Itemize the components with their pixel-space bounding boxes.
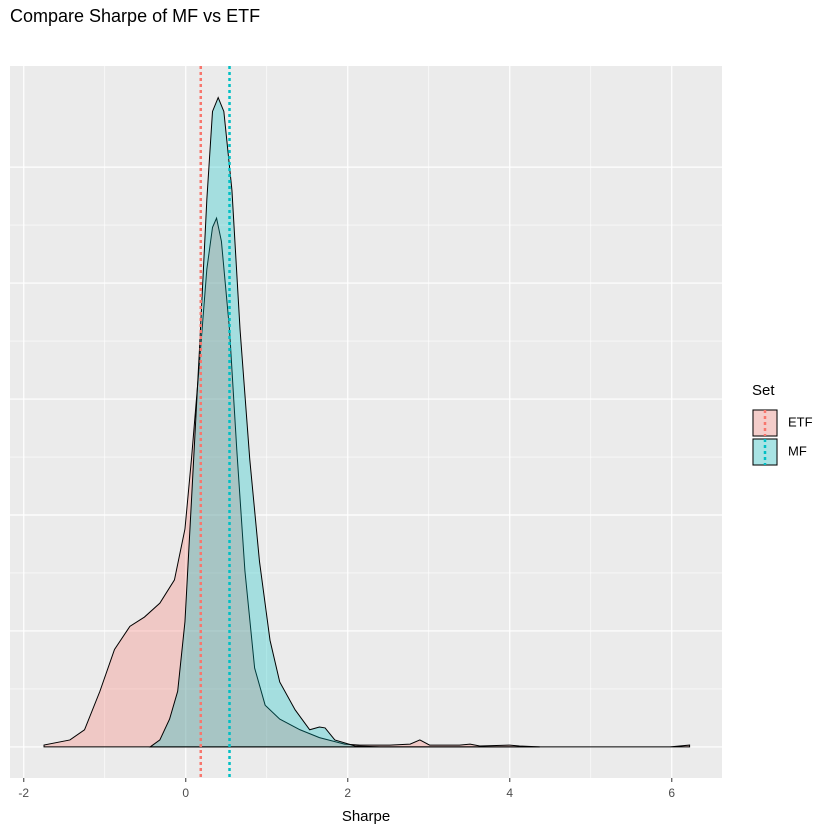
panel (10, 66, 722, 778)
x-tick-label: 0 (182, 786, 189, 800)
legend-label: MF (788, 443, 807, 458)
x-tick-label: 2 (344, 786, 351, 800)
legend-title: Set (752, 382, 775, 399)
density-area (148, 96, 540, 748)
x-tick-label: -2 (18, 786, 29, 800)
x-tick-label: 6 (668, 786, 675, 800)
x-tick-label: 4 (506, 786, 513, 800)
chart-title: Compare Sharpe of MF vs ETF (10, 6, 260, 26)
legend-label: ETF (788, 414, 813, 429)
density-area (43, 216, 691, 748)
x-axis-label: Sharpe (342, 808, 390, 825)
